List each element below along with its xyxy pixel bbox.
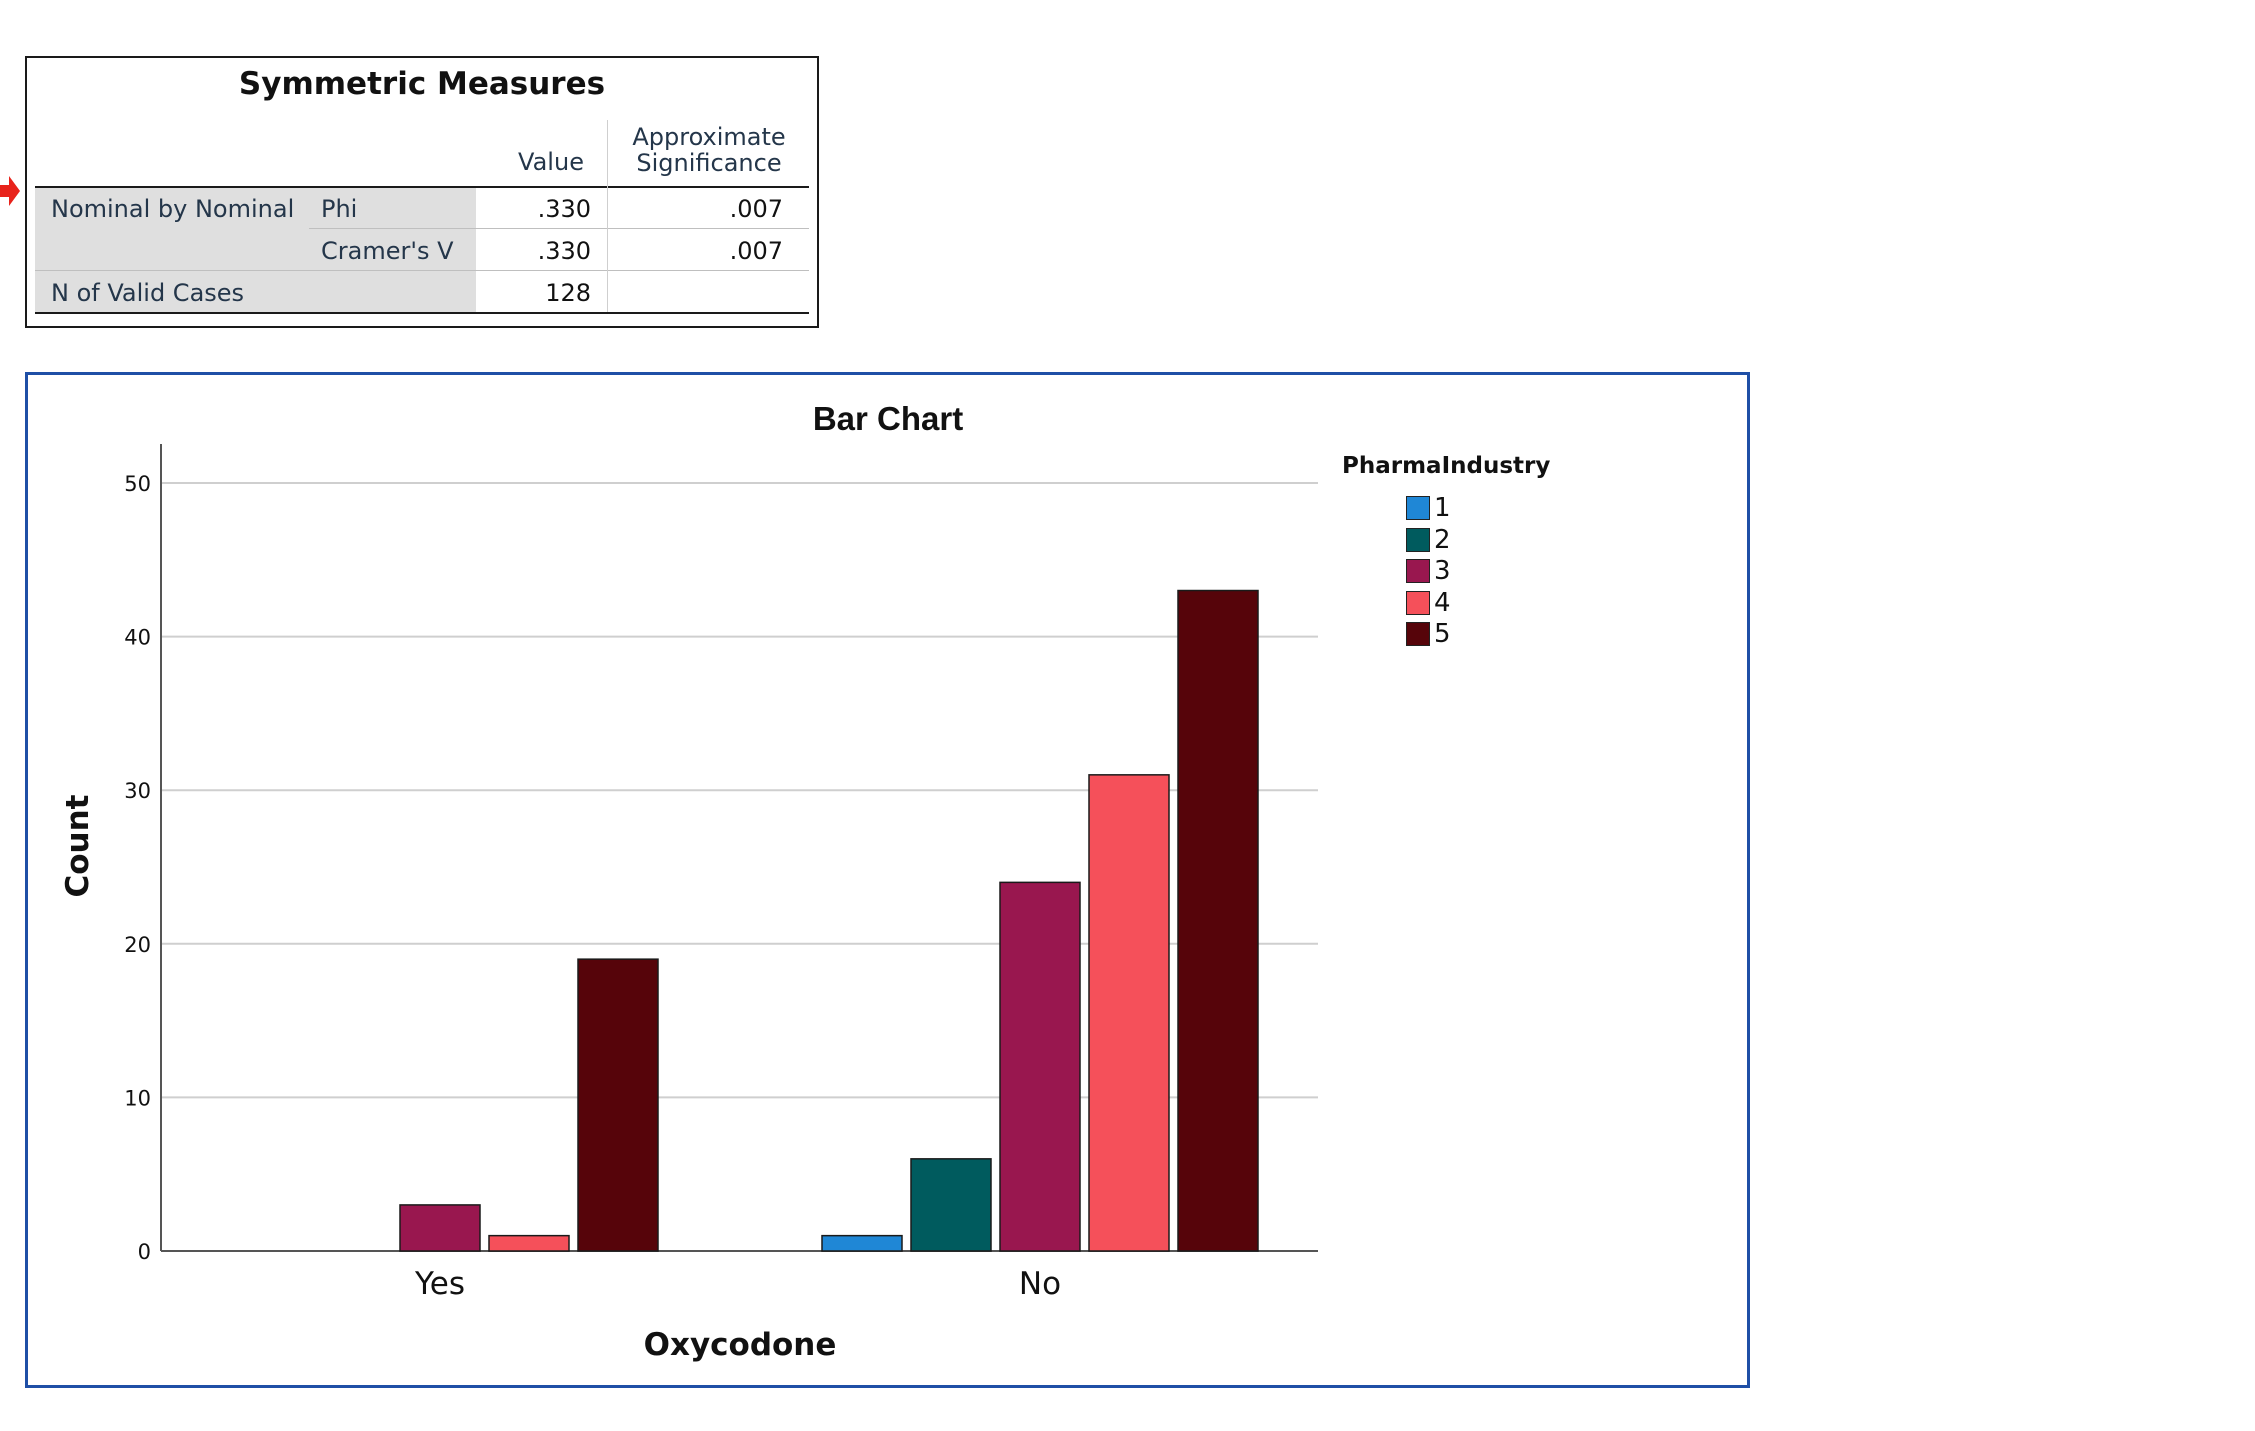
legend-item: 2 <box>1406 524 1451 555</box>
bar-yes-series-3 <box>399 1204 481 1252</box>
col-divider <box>607 120 608 312</box>
cramers-v-significance: .007 <box>729 237 783 265</box>
row-label-cramers-v: Cramer's V <box>321 237 454 265</box>
x-tick-label: No <box>1019 1266 1061 1302</box>
row-divider <box>309 228 809 229</box>
row-divider <box>35 270 809 271</box>
header-rule <box>35 186 809 188</box>
phi-significance: .007 <box>729 195 783 223</box>
x-axis-title: Oxycodone <box>644 1327 837 1363</box>
col-header-sig-line2: Significance <box>636 149 782 177</box>
legend-item: 5 <box>1406 619 1451 649</box>
bar-no-series-2 <box>910 1158 992 1252</box>
legend-title: PharmaIndustry <box>1342 453 1551 479</box>
y-axis-title: Count <box>60 794 96 897</box>
n-valid-cases-label: N of Valid Cases <box>51 279 245 307</box>
legend-swatch <box>1406 622 1430 646</box>
y-tick-label: 50 <box>124 472 151 496</box>
legend-swatch <box>1406 559 1430 583</box>
y-tick-label: 10 <box>124 1086 151 1110</box>
legend-label: 4 <box>1434 587 1451 618</box>
legend-item: 4 <box>1406 587 1451 618</box>
row-pointer-arrow-icon <box>0 176 20 206</box>
y-tick-label: 30 <box>124 779 151 803</box>
legend-label: 1 <box>1434 493 1451 523</box>
table-title: Symmetric Measures <box>238 66 606 102</box>
legend-label: 3 <box>1434 556 1451 586</box>
legend-swatch <box>1406 527 1430 552</box>
group-label: Nominal by Nominal <box>51 195 295 223</box>
legend-item: 1 <box>1406 493 1451 523</box>
phi-value: .330 <box>537 195 591 223</box>
col-header-sig-line1: Approximate <box>632 123 786 151</box>
y-tick-label: 20 <box>124 933 151 957</box>
y-tick-label: 40 <box>124 626 151 650</box>
bar-no-series-3 <box>999 881 1081 1252</box>
bottom-rule <box>35 312 809 314</box>
bar-no-series-4 <box>1088 774 1170 1252</box>
cramers-v-value: .330 <box>537 237 591 265</box>
bar-chart-frame <box>25 372 1750 1388</box>
x-tick-label: Yes <box>414 1266 465 1302</box>
row-label-phi: Phi <box>321 195 358 223</box>
chart-title: Bar Chart <box>813 400 963 437</box>
y-tick-label: 0 <box>138 1240 151 1264</box>
n-valid-cases-value: 128 <box>545 279 591 307</box>
legend-label: 2 <box>1434 524 1451 555</box>
bar-no-series-5 <box>1177 589 1259 1252</box>
legend-swatch <box>1406 496 1430 520</box>
row-header-shade <box>35 187 476 312</box>
bar-yes-series-4 <box>488 1234 570 1252</box>
bar-yes-series-5 <box>577 958 659 1252</box>
bar-no-series-1 <box>821 1234 903 1252</box>
legend-swatch <box>1406 590 1430 615</box>
legend-item: 3 <box>1406 556 1451 586</box>
col-header-value: Value <box>518 148 584 176</box>
symmetric-measures-table: Symmetric Measures Value Approximate Sig… <box>25 56 819 328</box>
legend-label: 5 <box>1434 619 1451 649</box>
